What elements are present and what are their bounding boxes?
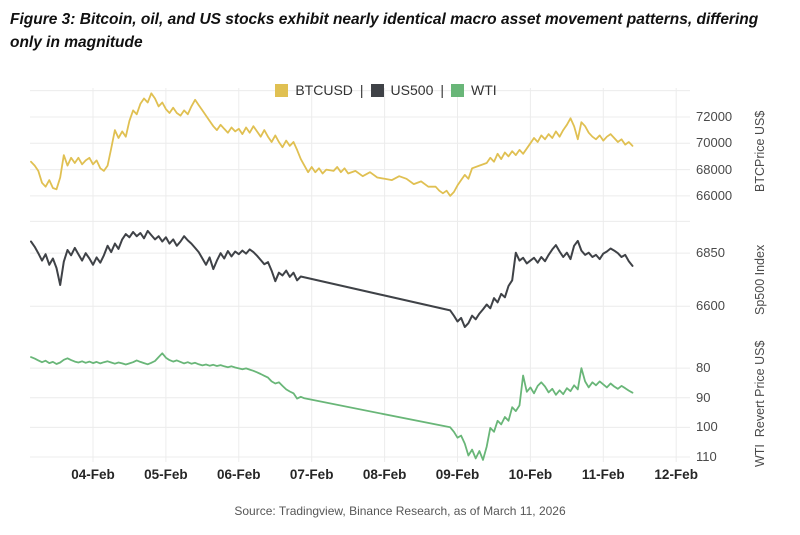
wti-y-tick-label: 100 bbox=[696, 419, 718, 435]
wti-y-tick-label: 110 bbox=[696, 448, 717, 464]
wti-axis-title: WTI Revert Price US$ bbox=[753, 340, 767, 467]
x-axis-tick-label: 07-Feb bbox=[289, 467, 334, 482]
legend-separator: | bbox=[359, 82, 364, 98]
wti-y-tick-label: 80 bbox=[696, 360, 711, 376]
us500-line bbox=[30, 229, 634, 328]
x-axis-tick-label: 06-Feb bbox=[217, 467, 261, 482]
us500-legend-label: US500 bbox=[390, 82, 434, 98]
legend-separator: | bbox=[440, 82, 444, 98]
x-axis-tick-label: 05-Feb bbox=[144, 467, 188, 482]
us500-legend-swatch-icon bbox=[370, 83, 384, 97]
us500-axis-title: Sp500 Index bbox=[753, 244, 767, 316]
us500-y-tick-label: 6600 bbox=[696, 298, 725, 314]
gridlines bbox=[30, 88, 690, 462]
btcusd-line bbox=[30, 92, 634, 197]
btcusd-y-tick-label: 72000 bbox=[696, 108, 733, 124]
wti-legend-swatch-icon bbox=[451, 83, 464, 97]
figure-title: Figure 3: Bitcoin, oil, and US stocks ex… bbox=[10, 11, 759, 52]
x-axis-tick-label: 09-Feb bbox=[435, 467, 480, 482]
x-axis-tick-label: 04-Feb bbox=[71, 467, 115, 482]
btcusd-legend-swatch-icon bbox=[275, 83, 289, 97]
wti-legend-label: WTI bbox=[471, 82, 497, 98]
btcusd-axis-title: BTCPrice US$ bbox=[753, 110, 767, 193]
chart-legend: BTCUSD | US500 | WTI bbox=[30, 81, 742, 99]
source-caption: Source: Tradingview, Binance Research, a… bbox=[234, 504, 566, 518]
x-axis-tick-label: 08-Feb bbox=[362, 467, 407, 482]
btcusd-y-tick-label: 68000 bbox=[696, 161, 733, 177]
btcusd-y-tick-label: 66000 bbox=[696, 187, 733, 203]
x-axis-tick-label: 12-Feb bbox=[654, 467, 698, 482]
btcusd-legend-label: BTCUSD bbox=[295, 82, 353, 98]
series-lines bbox=[30, 92, 634, 461]
wti-line bbox=[30, 352, 634, 461]
btcusd-y-tick-label: 70000 bbox=[696, 135, 733, 151]
us500-y-tick-label: 6850 bbox=[696, 245, 725, 261]
x-axis-tick-label: 11-Feb bbox=[581, 467, 625, 482]
x-axis-tick-label: 10-Feb bbox=[508, 467, 553, 482]
wti-y-tick-label: 90 bbox=[696, 389, 711, 405]
